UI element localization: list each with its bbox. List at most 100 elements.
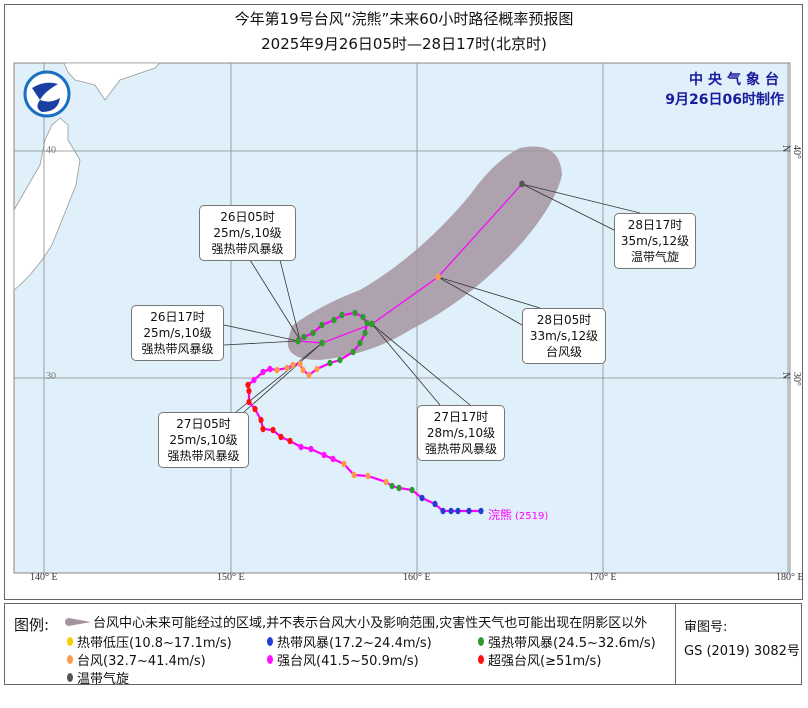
track-point	[327, 359, 333, 367]
track-point	[360, 313, 366, 321]
track-point	[455, 507, 461, 515]
track-point	[448, 507, 454, 515]
typhoon-name-label: 浣熊	[488, 507, 512, 522]
hokkaido	[63, 62, 161, 101]
track-point	[310, 329, 316, 337]
lon-label-170: 170° E	[589, 572, 617, 583]
forecast-point	[369, 320, 375, 328]
approval-number-block: 审图号: GS (2019) 3082号	[675, 604, 801, 684]
track-point	[337, 356, 343, 364]
legend-cone: 台风中心未来可能经过的区域,并不表示台风大小及影响范围,灾害性天气也可能出现在阴…	[63, 612, 647, 631]
honshu	[13, 117, 81, 291]
leader-line	[371, 323, 441, 406]
typhoon-id-label: (2519)	[515, 511, 548, 522]
track-point	[284, 364, 290, 372]
track-point	[365, 472, 371, 480]
leader-line	[223, 324, 299, 342]
forecast-label-28-17: 28日17时 35m/s,12级 温带气旋	[614, 213, 696, 269]
issuer-name: 中央气象台	[689, 72, 784, 88]
legend-item-sty: 强台风(41.5~50.9m/s)	[267, 650, 419, 669]
track-point	[314, 365, 320, 373]
track-points	[245, 180, 525, 515]
track-point	[308, 445, 314, 453]
track-point	[409, 486, 415, 494]
track-point	[251, 376, 257, 384]
track-point	[330, 455, 336, 463]
forecast-point	[319, 339, 325, 347]
track-point	[290, 361, 296, 369]
track-point	[260, 368, 266, 376]
lon-label-180: 180° E	[776, 572, 804, 583]
map-title: 今年第19号台风“浣熊”未来60小时路径概率预报图	[234, 10, 574, 28]
track-point	[252, 405, 258, 413]
track-point	[432, 500, 438, 508]
track-point	[301, 333, 307, 341]
track-point	[246, 398, 252, 406]
track-point	[341, 460, 347, 468]
forecast-label-26-05: 26日05时 25m/s,10级 强热带风暴级	[199, 205, 296, 261]
forecast-label-26-17: 26日17时 25m/s,10级 强热带风暴级	[131, 305, 224, 361]
forecast-point	[295, 337, 301, 345]
track-point	[389, 482, 395, 490]
track-point	[357, 339, 363, 347]
leader-line	[243, 342, 323, 413]
track-point	[245, 381, 251, 389]
track-point	[440, 507, 446, 515]
lat-label-right-40: 40° N	[780, 145, 802, 159]
leader-line	[437, 276, 541, 309]
leader-line	[223, 340, 299, 346]
issue-time: 9月26日06时制作	[665, 92, 784, 108]
lat-label-left-30: 30	[46, 371, 56, 382]
forecast-label-28-05: 28日05时 33m/s,12级 台风级	[522, 308, 606, 364]
lon-label-160: 160° E	[403, 572, 431, 583]
ts-dot-icon	[267, 637, 273, 646]
legend-item-super-ty: 超强台风(≥51m/s)	[478, 650, 601, 669]
lat-label-right-30: 30° N	[780, 372, 802, 386]
sty-dot-icon	[267, 655, 273, 664]
track-point	[364, 319, 370, 327]
track-point	[396, 484, 402, 492]
track-point	[352, 309, 358, 317]
td-dot-icon	[67, 637, 73, 646]
legend: 图例: 台风中心未来可能经过的区域,并不表示台风大小及影响范围,灾害性天气也可能…	[4, 603, 802, 687]
track-point	[246, 387, 252, 395]
track-point	[306, 371, 312, 379]
lat-label-left-40: 40	[46, 145, 56, 156]
legend-title: 图例:	[14, 616, 50, 634]
forecast-point	[435, 273, 441, 281]
track-point	[274, 366, 280, 374]
track-point	[297, 360, 303, 368]
probability-cone	[287, 146, 562, 360]
leader-line	[249, 259, 301, 341]
cma-logo-icon	[23, 70, 71, 118]
legend-item-sts: 强热带风暴(24.5~32.6m/s)	[478, 632, 656, 651]
track-point	[478, 507, 484, 515]
track-point	[267, 365, 273, 373]
track-point	[351, 471, 357, 479]
forecast-label-27-05: 27日05时 25m/s,10级 强热带风暴级	[158, 412, 249, 468]
sts-dot-icon	[478, 637, 484, 646]
track-point	[321, 451, 327, 459]
track-point	[270, 426, 276, 434]
forecast-point	[519, 180, 525, 188]
ty-dot-icon	[67, 655, 73, 664]
legend-item-ts: 热带风暴(17.2~24.4m/s)	[267, 632, 432, 651]
track-point	[258, 416, 264, 424]
track-point	[350, 348, 356, 356]
forecast-label-27-17: 27日17时 28m/s,10级 强热带风暴级	[417, 405, 505, 461]
super-ty-dot-icon	[478, 655, 484, 664]
leader-line	[521, 183, 641, 214]
leader-line	[279, 259, 301, 341]
track-point	[383, 478, 389, 486]
track-point	[287, 437, 293, 445]
track-point	[466, 507, 472, 515]
track-point	[331, 316, 337, 324]
extratropical-dot-icon	[67, 673, 73, 682]
leader-line	[521, 183, 615, 231]
lon-label-140: 140° E	[30, 572, 58, 583]
track-point	[260, 425, 266, 433]
track-point	[278, 433, 284, 441]
track-point	[419, 494, 425, 502]
issuer-block: 中央气象台 9月26日06时制作	[665, 70, 784, 110]
legend-item-ty: 台风(32.7~41.4m/s)	[67, 650, 206, 669]
